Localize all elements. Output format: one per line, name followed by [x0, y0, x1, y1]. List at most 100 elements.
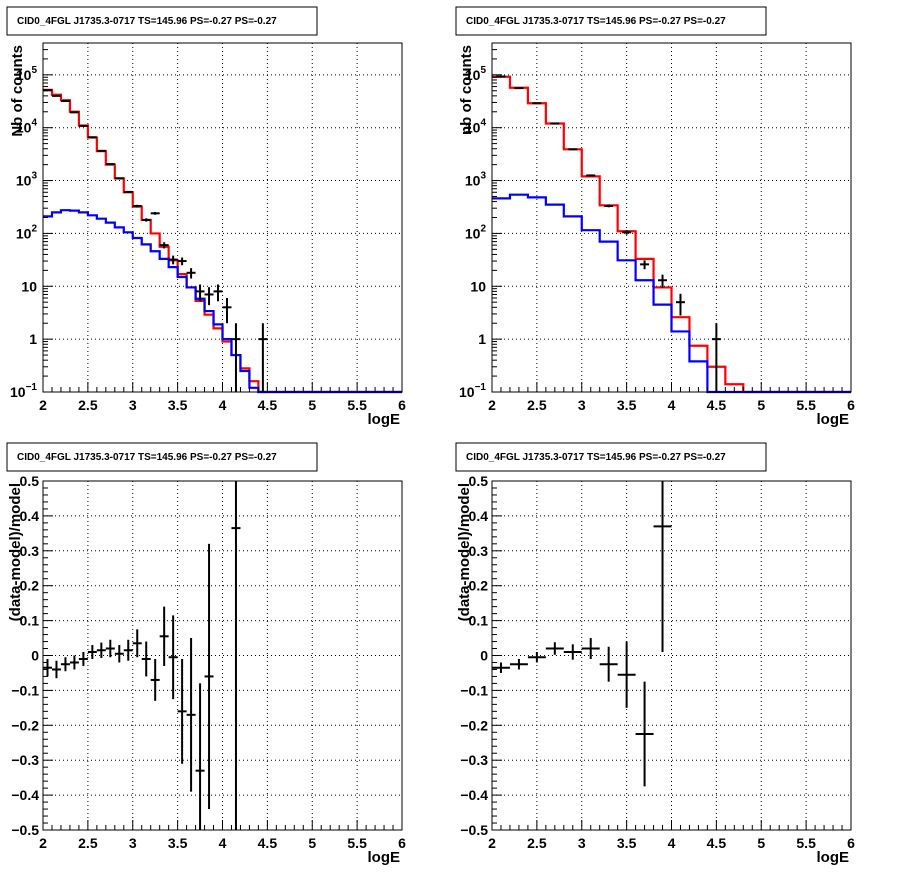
x-axis-label: logE	[368, 849, 401, 866]
y-tick-label: 0.5	[20, 473, 40, 489]
y-tick-base: 10	[10, 384, 26, 400]
data-point	[195, 683, 205, 830]
y-tick-label: 10	[470, 278, 486, 294]
x-tick-label: 6	[398, 835, 406, 851]
y-tick-label: 10−1	[459, 382, 486, 400]
y-tick-label: −0.2	[11, 717, 39, 733]
histogram-series	[492, 75, 851, 394]
x-tick-label: 5.5	[796, 397, 816, 413]
data-point	[186, 268, 196, 279]
data-point	[141, 218, 151, 222]
y-tick-label: 0.3	[20, 543, 40, 559]
y-tick-label: 0.1	[20, 613, 40, 629]
y-tick-label: 10−1	[10, 382, 37, 400]
y-tick-label: 104	[465, 118, 487, 136]
y-tick-label: 103	[16, 171, 38, 189]
y-tick-label: −0.3	[11, 752, 39, 768]
data-point	[186, 638, 196, 792]
data-point	[105, 639, 115, 658]
x-tick-label: 2	[39, 397, 47, 413]
data-point	[635, 681, 654, 787]
data-point	[640, 260, 650, 270]
x-tick-label: 5	[308, 835, 316, 851]
data-point	[141, 641, 151, 677]
data-point	[132, 204, 142, 208]
chart-title: CID0_4FGL J1735.3-0717 TS=145.96 PS=-0.2…	[17, 452, 277, 463]
x-tick-label: 4	[668, 397, 676, 413]
y-tick-label: 0	[480, 648, 488, 664]
x-tick-label: 3.5	[617, 835, 637, 851]
y-tick-exponent: 4	[480, 118, 486, 129]
data-point	[87, 645, 97, 659]
y-tick-label: 0.4	[20, 508, 40, 524]
x-tick-label: 2	[488, 835, 496, 851]
x-tick-label: 2.5	[78, 835, 98, 851]
y-tick-exponent: 3	[31, 171, 37, 182]
title-box	[6, 6, 318, 36]
y-tick-label: −0.3	[460, 752, 488, 768]
data-point	[581, 638, 600, 659]
data-point	[43, 658, 52, 677]
y-tick-base: 10	[465, 173, 481, 189]
title-box	[6, 442, 318, 472]
y-tick-label: 0.4	[469, 508, 489, 524]
y-tick-label: 104	[16, 118, 38, 136]
data-point	[213, 284, 223, 302]
x-axis-label: logE	[368, 411, 401, 428]
x-tick-label: 5.5	[796, 835, 816, 851]
x-tick-label: 3.5	[168, 835, 188, 851]
y-axis-label: (data-model)/model	[7, 483, 24, 621]
y-tick-label: 105	[465, 65, 487, 83]
y-tick-label: 102	[465, 223, 487, 241]
y-tick-label: 0.1	[469, 613, 489, 629]
data-point	[177, 257, 187, 266]
y-tick-exponent: 5	[31, 65, 37, 76]
y-tick-label: 0.5	[469, 473, 489, 489]
data-point	[60, 657, 70, 672]
y-tick-exponent: 2	[31, 223, 37, 234]
y-axis-label: nb of counts	[458, 45, 475, 135]
data-point	[545, 642, 564, 655]
y-tick-base: 10	[465, 120, 481, 136]
data-point	[132, 629, 142, 658]
x-tick-label: 4	[219, 397, 227, 413]
title-box	[455, 6, 767, 36]
data-point	[658, 274, 668, 288]
y-tick-label: 103	[465, 171, 487, 189]
data-point	[258, 323, 268, 392]
y-tick-label: 105	[16, 65, 38, 83]
data-point	[675, 293, 685, 316]
x-axis-label: logE	[817, 849, 850, 866]
x-tick-label: 4.5	[258, 835, 278, 851]
data-point	[87, 136, 97, 139]
y-tick-label: 0.2	[469, 578, 489, 594]
data-point	[123, 639, 133, 661]
y-tick-label: −0.5	[11, 822, 39, 838]
y-tick-base: 10	[459, 384, 475, 400]
data-point	[195, 284, 205, 302]
y-tick-exponent: 5	[480, 65, 486, 76]
x-tick-label: 3	[578, 397, 586, 413]
y-tick-label: 1	[478, 331, 486, 347]
x-tick-label: 4	[219, 835, 227, 851]
data-point	[492, 662, 510, 673]
y-tick-base: 10	[16, 173, 32, 189]
x-tick-label: 5	[757, 397, 765, 413]
x-tick-label: 6	[398, 397, 406, 413]
x-tick-label: 5.5	[347, 397, 367, 413]
title-box	[455, 442, 767, 472]
data-point	[168, 615, 178, 700]
chart-title: CID0_4FGL J1735.3-0717 TS=145.96 PS=-0.2…	[466, 452, 726, 463]
data-point	[150, 211, 160, 215]
y-tick-base: 10	[465, 67, 481, 83]
y-tick-label: 102	[16, 223, 38, 241]
y-tick-label: −0.5	[460, 822, 488, 838]
data-point	[599, 646, 618, 682]
y-axis-label: Nb of counts	[9, 45, 26, 137]
y-axis-label: (data-model)/model	[456, 483, 473, 621]
y-tick-label: 0.3	[469, 543, 489, 559]
y-tick-label: −0.1	[11, 682, 39, 698]
